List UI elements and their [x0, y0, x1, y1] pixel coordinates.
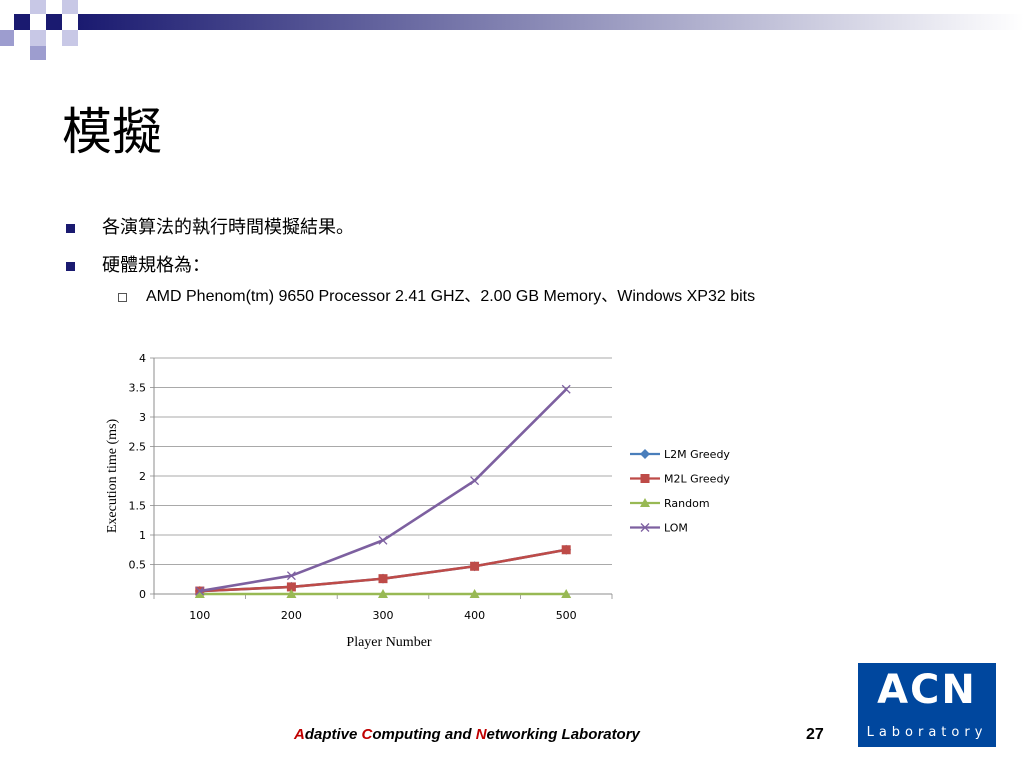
- lab-name-part: etworking Laboratory: [486, 726, 640, 743]
- y-tick-label: 3: [139, 411, 146, 424]
- legend-marker: [640, 449, 650, 459]
- y-tick-label: 2.5: [129, 441, 147, 454]
- x-tick-label: 100: [189, 609, 210, 622]
- legend-marker: [640, 523, 650, 532]
- execution-time-line-chart: 0 0.5 1 1.5 2 2.5 3 3.5 4 100 200 300 400 500 Player N…: [105, 352, 730, 650]
- page-number: 27: [806, 726, 824, 743]
- x-axis-label: Player Number: [346, 635, 431, 650]
- data-point: [561, 589, 572, 598]
- x-tick-label: 500: [556, 609, 577, 622]
- data-point: [378, 589, 388, 598]
- y-tick-label: 3.5: [129, 382, 147, 395]
- legend-label: L2M Greedy: [664, 448, 730, 461]
- footer: Adaptive Computing and Networking Labora…: [0, 724, 985, 746]
- y-axis-label: Execution time (ms): [105, 419, 120, 534]
- bullet-text: 硬體規格為：: [102, 255, 210, 276]
- y-tick-label: 4: [139, 352, 146, 365]
- data-point: [286, 582, 296, 592]
- data-point: [561, 384, 571, 394]
- data-point: [195, 586, 205, 596]
- data-point: [470, 561, 480, 571]
- logo-title: ACN: [877, 667, 977, 713]
- slide-title: 模擬: [62, 103, 162, 161]
- legend-label: M2L Greedy: [664, 473, 730, 486]
- data-point: [561, 545, 571, 555]
- data-point: [470, 476, 480, 486]
- data-point: [194, 589, 205, 598]
- data-point: [286, 589, 297, 598]
- y-tick-label: 0.5: [129, 559, 147, 572]
- bullet-text: 各演算法的執行時間模擬結果。: [102, 217, 354, 238]
- lab-name-part: daptive: [304, 726, 362, 743]
- data-point: [286, 571, 296, 581]
- lab-name-part: N: [475, 726, 487, 743]
- x-tick-label: 200: [281, 609, 302, 622]
- hollow-square-bullet-icon: [118, 293, 127, 302]
- y-tick-label: 1.5: [129, 500, 147, 513]
- lab-name-part: C: [361, 726, 373, 743]
- x-tick-label: 300: [373, 609, 394, 622]
- legend-label: LOM: [664, 522, 688, 535]
- data-point: [378, 535, 388, 545]
- sub-bullet-text: AMD Phenom(tm) 9650 Processor 2.41 GHZ、2…: [146, 288, 756, 305]
- acn-logo: ACN Laboratory: [858, 663, 996, 747]
- lab-name-part: A: [294, 726, 305, 743]
- y-tick-label: 0: [139, 588, 146, 601]
- y-tick-label: 2: [139, 470, 146, 483]
- legend-marker: [640, 498, 650, 507]
- lab-name-part: omputing and: [372, 726, 476, 743]
- legend-label: Random: [664, 497, 710, 510]
- data-point: [469, 589, 480, 598]
- square-bullet-icon: [66, 224, 75, 233]
- logo-subtitle: Laboratory: [866, 725, 988, 740]
- legend-marker: [640, 474, 650, 483]
- header-decoration: [0, 0, 1024, 60]
- series-line-l2m-greedy: [199, 548, 567, 593]
- x-tick-label: 400: [464, 609, 485, 622]
- lab-name: Adaptive Computing and Networking Labora…: [294, 726, 640, 743]
- data-point: [378, 574, 388, 584]
- series-line-m2l-greedy: [199, 548, 567, 593]
- square-bullet-icon: [66, 262, 75, 271]
- y-tick-label: 1: [139, 529, 146, 542]
